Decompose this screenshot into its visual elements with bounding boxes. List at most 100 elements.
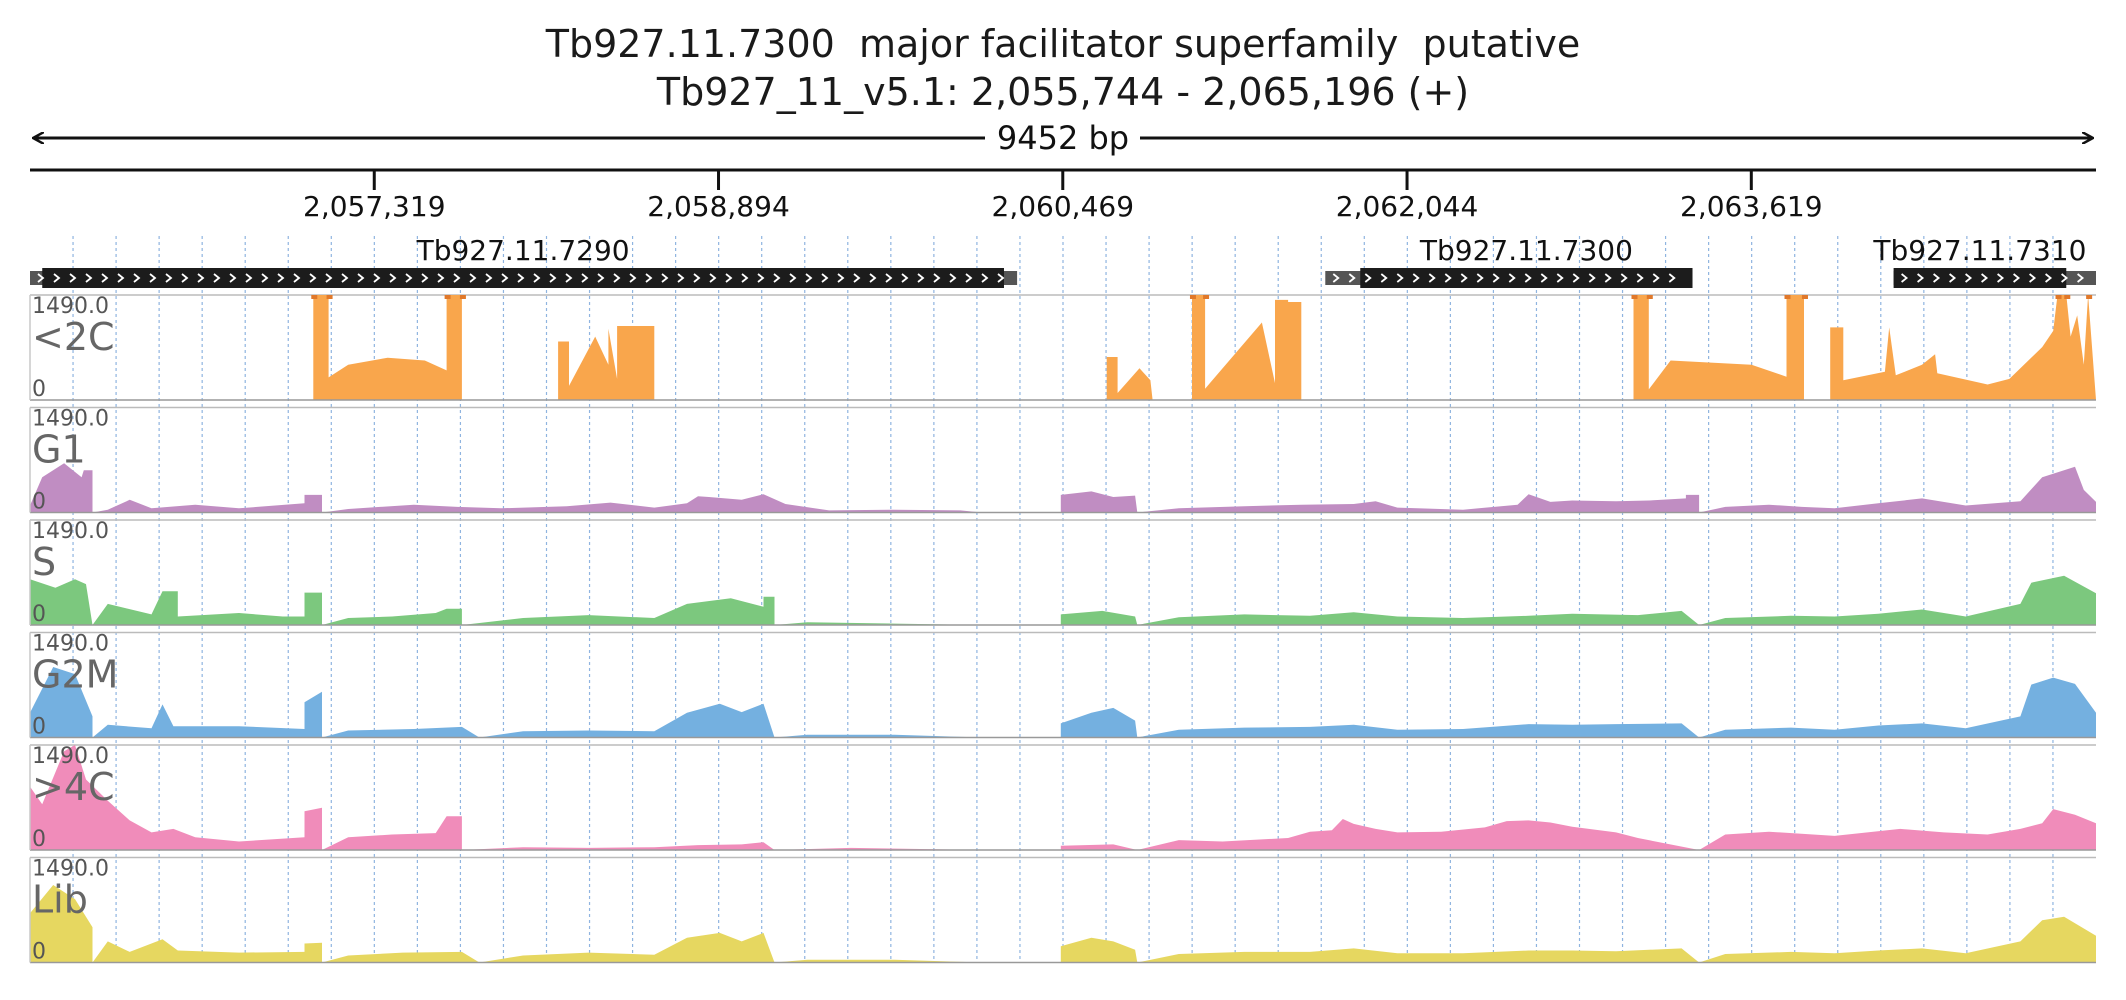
strand-arrow — [1636, 273, 1644, 283]
coverage-area — [30, 667, 2096, 738]
track-name: >4C — [32, 765, 115, 809]
tick-label: 2,063,619 — [1680, 190, 1823, 223]
strand-arrow — [517, 273, 525, 283]
track-max-label: 1490.0 — [32, 294, 109, 319]
strand-arrow — [2061, 273, 2069, 283]
strand-arrow — [469, 273, 477, 283]
region-length-label: 9452 bp — [997, 119, 1129, 157]
tick-label: 2,058,894 — [647, 190, 790, 223]
coverage-area — [30, 463, 2096, 513]
strand-arrow — [1556, 273, 1564, 283]
coverage-tracks: 1490.00<2C1490.00G11490.00S1490.00G2M149… — [29, 294, 2096, 965]
track-max-label: 1490.0 — [32, 857, 109, 882]
track-name: G1 — [32, 428, 86, 472]
strand-arrow — [549, 273, 557, 283]
strand-arrow — [1620, 273, 1628, 283]
strand-arrow — [901, 273, 909, 283]
strand-arrow — [1444, 273, 1452, 283]
strand-arrow — [949, 273, 957, 283]
strand-arrow — [837, 273, 845, 283]
strand-arrow — [1572, 273, 1580, 283]
strand-arrow — [453, 273, 461, 283]
strand-arrow — [181, 273, 189, 283]
strand-arrow — [613, 273, 621, 283]
strand-arrow — [437, 273, 445, 283]
strand-arrow — [117, 273, 125, 283]
strand-arrow — [693, 273, 701, 283]
strand-arrow — [1981, 273, 1989, 283]
strand-arrow — [997, 273, 1005, 283]
track-max-label: 1490.0 — [32, 632, 109, 657]
strand-arrow — [213, 273, 221, 283]
track-3: 1490.0 0 G2M — [29, 632, 2096, 740]
strand-arrow — [805, 273, 813, 283]
clip-marker — [1646, 295, 1653, 299]
strand-arrow — [629, 273, 637, 283]
strand-arrow — [1524, 273, 1532, 283]
strand-arrow — [85, 273, 93, 283]
strand-arrow — [1604, 273, 1612, 283]
strand-arrow — [421, 273, 429, 283]
gene-track: Tb927.11.7290 Tb927.11.7300 Tb927.11.7310 — [30, 234, 2096, 288]
strand-arrow — [485, 273, 493, 283]
chart-header: Tb927.11.7300 major facilitator superfam… — [0, 20, 2126, 116]
strand-arrow — [661, 273, 669, 283]
strand-arrow — [261, 273, 269, 283]
strand-arrow — [1428, 273, 1436, 283]
tick-label: 2,057,319 — [303, 190, 446, 223]
strand-arrow — [597, 273, 605, 283]
track-4: 1490.0 0 >4C — [29, 744, 2096, 852]
coverage-area — [30, 295, 2096, 400]
track-min-label: 0 — [32, 715, 46, 740]
clip-marker — [1631, 295, 1638, 299]
coverage-area — [30, 745, 2096, 850]
strand-arrow — [581, 273, 589, 283]
strand-arrow — [325, 273, 333, 283]
strand-arrow — [1332, 273, 1340, 283]
track-min-label: 0 — [32, 827, 46, 852]
strand-arrow — [69, 273, 77, 283]
strand-arrow — [533, 273, 541, 283]
tick-label: 2,062,044 — [1336, 190, 1479, 223]
strand-arrow — [197, 273, 205, 283]
strand-arrow — [1949, 273, 1957, 283]
clip-marker — [1203, 295, 1210, 299]
strand-arrow — [1492, 273, 1500, 283]
track-name: <2C — [32, 315, 115, 359]
track-name: S — [32, 540, 56, 584]
strand-arrow — [1460, 273, 1468, 283]
strand-arrow — [277, 273, 285, 283]
strand-arrow — [1540, 273, 1548, 283]
track-min-label: 0 — [32, 377, 46, 402]
strand-arrow — [1476, 273, 1484, 283]
strand-arrow — [357, 273, 365, 283]
strand-arrow — [1901, 273, 1909, 283]
strand-arrow — [389, 273, 397, 283]
strand-arrow — [677, 273, 685, 283]
track-max-label: 1490.0 — [32, 519, 109, 544]
strand-arrow — [565, 273, 573, 283]
clip-marker — [1784, 295, 1791, 299]
clip-marker — [2086, 295, 2093, 299]
track-min-label: 0 — [32, 490, 46, 515]
clip-marker — [1189, 295, 1196, 299]
strand-arrow — [133, 273, 141, 283]
gene-cds — [1893, 268, 2067, 288]
track-5: 1490.0 0 Lib — [29, 857, 2096, 965]
strand-arrow — [1965, 273, 1973, 283]
strand-arrow — [1588, 273, 1596, 283]
clip-marker — [311, 295, 318, 299]
strand-arrow — [165, 273, 173, 283]
clip-marker — [2055, 295, 2062, 299]
strand-arrow — [917, 273, 925, 283]
strand-arrow — [341, 273, 349, 283]
track-min-label: 0 — [32, 940, 46, 965]
gridlines — [72, 236, 2054, 962]
strand-arrow — [1412, 273, 1420, 283]
strand-arrow — [2045, 273, 2053, 283]
strand-arrow — [53, 273, 61, 283]
gene-label: Tb927.11.7290 — [416, 234, 630, 267]
track-min-label: 0 — [32, 602, 46, 627]
clip-marker — [444, 295, 451, 299]
track-name: G2M — [32, 653, 118, 697]
